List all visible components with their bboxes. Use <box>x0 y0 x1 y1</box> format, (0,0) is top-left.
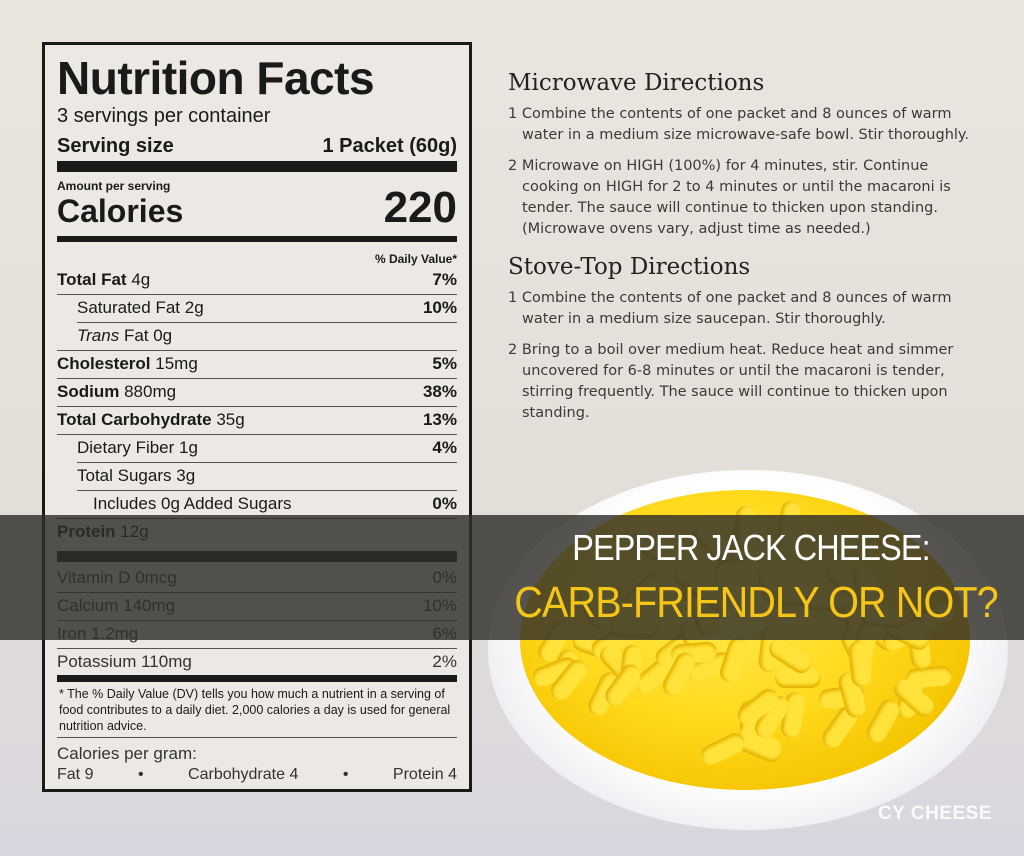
stove-step: 1 Combine the contents of one packet and… <box>508 290 952 327</box>
nutrient-daily-value: 13% <box>422 410 457 429</box>
nutrient-amount: 880mg <box>124 382 177 401</box>
nutrition-facts-label: Nutrition Facts 3 servings per container… <box>42 42 472 792</box>
nutrient-daily-value: 5% <box>432 354 457 373</box>
daily-value-footnote: * The % Daily Value (DV) tells you how m… <box>59 687 451 733</box>
calories-per-gram-values: Fat 9 • Carbohydrate 4 • Protein 4 <box>57 766 457 783</box>
nutrient-amount: 1g <box>179 438 198 457</box>
servings-per-container: 3 servings per container <box>57 105 271 127</box>
nutrient-name: Total Fat <box>57 270 127 289</box>
nutrient-name: Cholesterol <box>57 354 151 373</box>
divider <box>57 236 457 242</box>
nutrient-daily-value: 4% <box>432 438 457 457</box>
divider <box>77 490 457 491</box>
nutrient-row: Dietary Fiber 1g 4% <box>57 438 457 458</box>
nutrient-daily-value: 7% <box>432 270 457 289</box>
divider <box>57 161 457 172</box>
calories-per-gram-label: Calories per gram: <box>57 744 197 763</box>
nutrient-amount: 2g <box>184 298 204 317</box>
title-line-1: PEPPER JACK CHEESE: <box>572 527 930 568</box>
divider <box>57 737 457 738</box>
divider <box>57 294 457 295</box>
nutrient-amount: Fat 0g <box>123 326 173 345</box>
nutrient-row: Total Sugars 3g <box>57 466 457 486</box>
nutrient-name: Dietary Fiber <box>77 438 175 457</box>
nutrient-row: Sodium 880mg 38% <box>57 382 457 402</box>
watermark: CY CHEESE <box>878 803 992 824</box>
nutrition-facts-heading: Nutrition Facts <box>57 52 375 104</box>
nutrient-amount: 4g <box>131 270 151 289</box>
vitamin-daily-value: 2% <box>432 652 457 671</box>
nutrient-row: Trans Fat 0g <box>57 326 457 346</box>
title-line-2: CARB-FRIENDLY OR NOT? <box>514 578 998 627</box>
microwave-step: 2 Microwave on HIGH (100%) for 4 minutes… <box>508 158 951 237</box>
calories-row: Calories 220 <box>57 183 457 232</box>
divider <box>57 675 457 682</box>
serving-size-row: Serving size 1 Packet (60g) <box>57 135 457 157</box>
nutrient-name: Trans <box>77 326 120 345</box>
divider <box>77 322 457 323</box>
nutrient-name: Total Sugars <box>77 466 172 485</box>
nutrient-row: Saturated Fat 2g 10% <box>57 298 457 318</box>
vitamin-name: Potassium 110mg <box>57 652 192 671</box>
nutrient-name: Includes 0g Added Sugars <box>93 494 292 513</box>
microwave-directions-title: Microwave Directions <box>508 70 765 96</box>
nutrient-amount: 35g <box>216 410 245 429</box>
nutrient-daily-value: 38% <box>422 382 457 401</box>
nutrient-row: Cholesterol 15mg 5% <box>57 354 457 374</box>
nutrient-name: Sodium <box>57 382 120 401</box>
macaroni-noodle <box>775 668 822 689</box>
cooking-directions: Microwave Directions 1 Combine the conte… <box>508 70 978 434</box>
divider <box>57 434 457 435</box>
nutrient-daily-value: 0% <box>432 494 457 513</box>
title-overlay-band <box>0 515 1024 640</box>
daily-value-header: % Daily Value* <box>374 252 457 266</box>
divider <box>57 406 457 407</box>
nutrient-daily-value: 10% <box>422 298 457 317</box>
nutrient-amount: 3g <box>176 466 196 485</box>
microwave-step: 1 Combine the contents of one packet and… <box>508 106 970 143</box>
amount-per-serving: Amount per serving <box>57 179 171 193</box>
nutrient-amount: 15mg <box>155 354 198 373</box>
nutrient-name: Saturated Fat <box>77 298 181 317</box>
divider <box>57 350 457 351</box>
nutrient-row: Includes 0g Added Sugars 0% <box>57 494 457 514</box>
divider <box>77 462 457 463</box>
stove-directions-title: Stove-Top Directions <box>508 254 751 280</box>
divider <box>57 378 457 379</box>
vitamin-row: Potassium 110mg 2% <box>57 652 457 672</box>
nutrient-name: Total Carbohydrate <box>57 410 212 429</box>
nutrient-row: Total Carbohydrate 35g 13% <box>57 410 457 430</box>
divider <box>57 648 457 649</box>
stove-step: 2 Bring to a boil over medium heat. Redu… <box>508 342 954 421</box>
nutrient-row: Total Fat 4g 7% <box>57 270 457 290</box>
